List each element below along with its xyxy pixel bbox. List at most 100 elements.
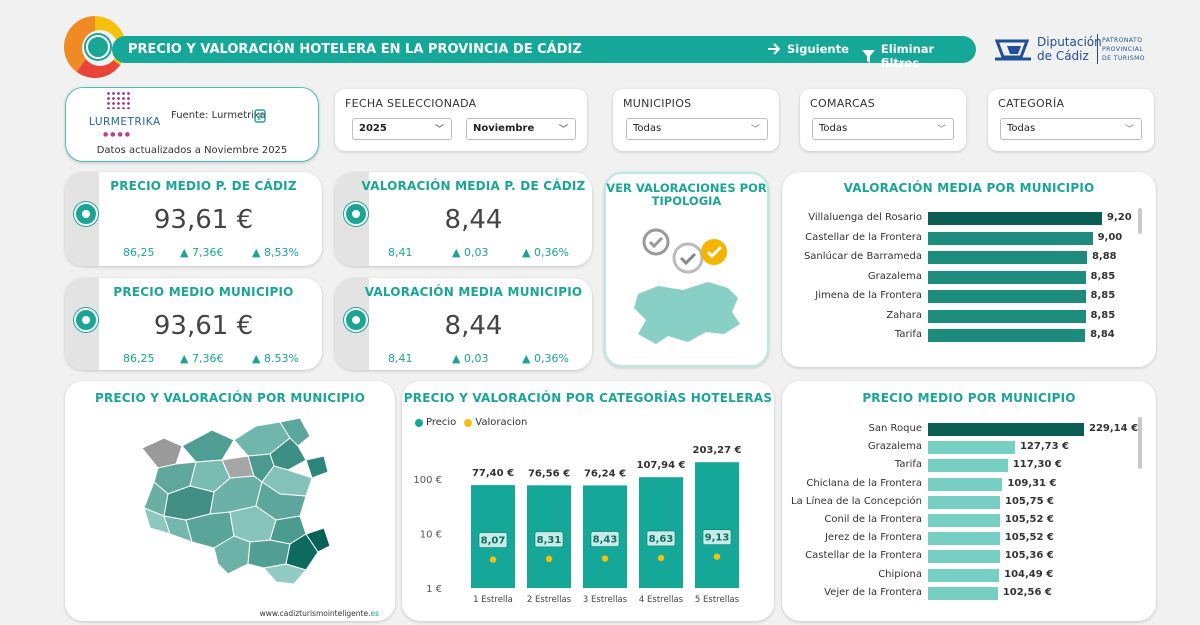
month-select-value: Noviembre — [473, 123, 535, 134]
rank-row[interactable]: Castellar de la Frontera 9,00 — [782, 231, 1156, 245]
rank-value-label: 229,14 € — [1089, 423, 1139, 434]
rank-row[interactable]: Conil de la Frontera 105,52 € — [782, 514, 1156, 527]
valoracion-value-label: 8,31 — [537, 535, 562, 546]
legend-item-precio[interactable]: Precio — [415, 417, 456, 428]
categorias-title: PRECIO Y VALORACIÓN POR CATEGORÍAS HOTEL… — [403, 391, 773, 405]
info-icon[interactable] — [74, 308, 98, 332]
kpi-title: PRECIO MEDIO P. DE CÁDIZ — [110, 179, 297, 193]
rank-row[interactable]: Vejer de la Frontera 102,56 € — [782, 586, 1156, 600]
tipologia-button[interactable]: VER VALORACIONES POR TIPOLOGIA — [604, 172, 769, 367]
valoracion-label-box — [646, 530, 676, 547]
rank-row[interactable]: Castellar de la Frontera 105,36 € — [782, 550, 1156, 564]
x-tick-label: 5 Estrellas — [695, 595, 740, 605]
precio-municipio-panel: PRECIO MEDIO POR MUNICIPIO San Roque 229,… — [782, 381, 1156, 621]
municipios-filter-label: MUNICIPIOS — [623, 97, 692, 110]
valoracion-value-label: 8,07 — [481, 536, 506, 547]
tipologia-title-line1: VER VALORACIONES POR — [606, 181, 767, 195]
legend-item-valoracion[interactable]: Valoracion — [464, 417, 527, 428]
rank-value-label: 127,73 € — [1019, 441, 1069, 453]
header-bar: PRECIO Y VALORACIÓN HOTELERA EN LA PROVI… — [112, 36, 976, 70]
source-label: Fuente: Lurmetrika — [171, 110, 266, 121]
kpi-previous-value: 8,41 — [388, 352, 413, 365]
kpi-previous-value: 86,25 — [123, 246, 155, 259]
rank-row[interactable]: Tarifa 117,30 € — [782, 459, 1156, 473]
scrollbar[interactable] — [1138, 417, 1142, 469]
rank-value-label: 105,36 € — [1004, 550, 1054, 562]
valoracion-label-box — [702, 529, 732, 545]
rank-row[interactable]: Sanlúcar de Barrameda 8,88 — [782, 251, 1156, 264]
precio-value-label: 203,27 € — [692, 445, 741, 456]
rank-value-label: 8,84 — [1090, 329, 1115, 340]
rank-row[interactable]: San Roque 229,14 € — [782, 423, 1156, 436]
municipios-select[interactable]: Todas ﹀ — [626, 118, 768, 140]
valoraciones-illustration-icon — [634, 228, 740, 344]
month-select[interactable]: Noviembre ﹀ — [466, 118, 576, 140]
kpi-percent-change: ▲ 8.53% — [252, 352, 299, 365]
rank-category-label: Vejer de la Frontera — [824, 586, 922, 598]
kpi-difference: ▲ 7,36€ — [180, 352, 224, 365]
rank-row[interactable]: Grazalema 8,85 — [782, 270, 1156, 284]
comarcas-select[interactable]: Todas ﹀ — [812, 118, 954, 140]
org-sub-line3: DE TURISMO — [1102, 55, 1146, 62]
legend-label: Valoracion — [475, 417, 528, 428]
rank-category-label: Jerez de la Frontera — [824, 532, 922, 544]
rank-value-label: 105,75 € — [1004, 495, 1055, 507]
rank-row[interactable]: Chiclana de la Frontera 109,31 € — [782, 477, 1156, 491]
rank-row[interactable]: Grazalema 127,73 € — [782, 441, 1156, 455]
rank-bar — [928, 495, 1000, 509]
valoracion-point — [489, 556, 497, 563]
precio-value-label: 76,24 € — [584, 468, 626, 479]
year-select[interactable]: 2025 ﹀ — [352, 118, 452, 140]
kpi-difference: ▲ 7,36€ — [180, 246, 224, 259]
info-icon[interactable] — [344, 308, 368, 332]
valoracion-point — [601, 555, 609, 562]
rank-category-label: Villaluenga del Rosario — [808, 212, 922, 223]
rank-row[interactable]: Jimena de la Frontera 8,85 — [782, 290, 1156, 303]
rank-row[interactable]: Jerez de la Frontera 105,52 € — [782, 532, 1156, 546]
data-updated-text: Datos actualizados a Noviembre 2025 — [96, 145, 288, 156]
info-icon[interactable] — [74, 202, 98, 226]
rank-category-label: Conil de la Frontera — [824, 514, 922, 525]
org-name-line1: Diputación — [1037, 35, 1102, 49]
categoria-filter-label: CATEGORÍA — [998, 97, 1065, 110]
scrollbar[interactable] — [1138, 208, 1142, 234]
rank-row[interactable]: Villaluenga del Rosario 9,20 — [782, 212, 1156, 225]
rank-category-label: Tarifa — [894, 329, 922, 340]
rank-bar — [928, 231, 1093, 245]
categoria-select[interactable]: Todas ﹀ — [1000, 118, 1142, 140]
rank-value-label: 8,85 — [1090, 309, 1116, 321]
kpi-value: 8,44 — [444, 205, 503, 235]
rank-row[interactable]: Chipiona 104,49 € — [782, 568, 1156, 582]
clear-filters-label: Eliminar filtros — [880, 42, 935, 70]
rank-value-label: 9,20 — [1107, 212, 1132, 223]
precio-municipio-title: PRECIO MEDIO POR MUNICIPIO — [862, 391, 1076, 405]
cadiz-municipios-map[interactable] — [130, 416, 330, 586]
date-filter-card: FECHA SELECCIONADA 2025 ﹀ Noviembre ﹀ — [335, 89, 587, 151]
rank-category-label: Tarifa — [894, 459, 922, 471]
diputacion-emblem-icon — [995, 39, 1031, 61]
rank-bar — [928, 290, 1086, 303]
precio-value-label: 107,94 € — [636, 460, 685, 471]
website-url[interactable]: www.cadizturismointeligente.es — [260, 609, 379, 618]
municipios-filter-card: MUNICIPIOS Todas ﹀ — [613, 89, 779, 151]
rank-category-label: Chipiona — [878, 568, 922, 580]
rank-row[interactable]: Zahara 8,85 — [782, 309, 1156, 323]
rank-category-label: Sanlúcar de Barrameda — [803, 251, 922, 262]
rank-value-label: 8,88 — [1091, 251, 1117, 262]
precio-value-label: 76,56 € — [528, 468, 570, 479]
source-card: LURMETRIKA ●●●● Fuente: Lurmetrika Datos… — [65, 87, 319, 162]
rank-value-label: 117,30 € — [1012, 459, 1062, 471]
kpi-title: VALORACIÓN MEDIA P. DE CÁDIZ — [361, 179, 586, 193]
next-button[interactable]: Siguiente — [767, 42, 849, 56]
comarcas-filter-card: COMARCAS Todas ﹀ — [800, 89, 966, 151]
rank-row[interactable]: Tarifa 8,84 — [782, 329, 1156, 342]
rank-bar — [928, 532, 1000, 546]
rank-category-label: Zahara — [886, 309, 922, 321]
rank-bar — [928, 309, 1086, 323]
clear-filters-button[interactable]: Eliminar filtros — [862, 42, 976, 70]
document-icon[interactable] — [254, 109, 266, 123]
rank-row[interactable]: La Línea de la Concepción 105,75 € — [782, 495, 1156, 509]
rank-bar — [928, 477, 1003, 491]
info-icon[interactable] — [344, 202, 368, 226]
legend-swatch — [415, 418, 423, 427]
